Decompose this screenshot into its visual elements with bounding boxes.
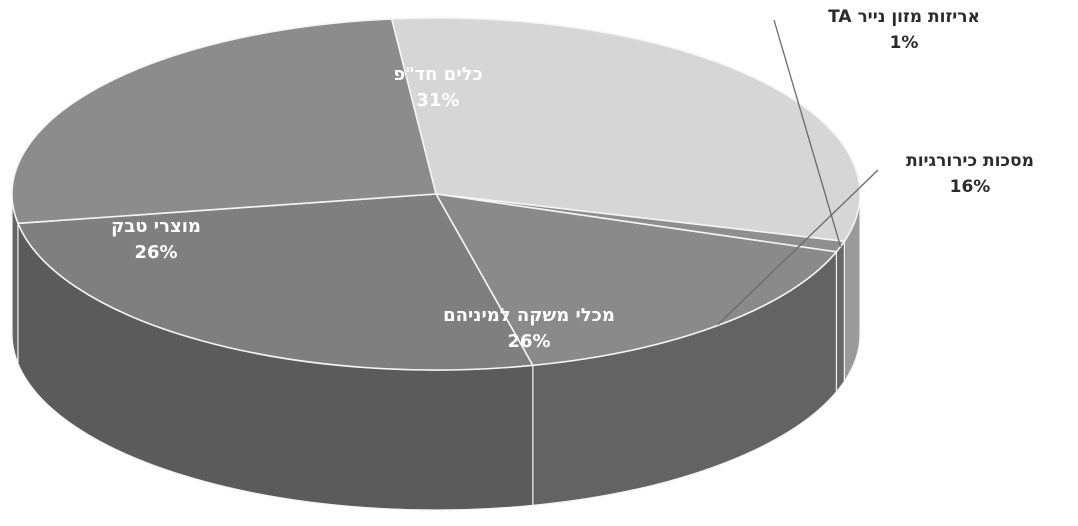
pie-sides (11, 193, 861, 511)
slice-label-אריזות-מזון-נייר-ta: אריזות מזון נייר TA (828, 7, 980, 27)
slice-percent-0: 31% (416, 90, 459, 111)
pie-slice-0 (390, 17, 861, 243)
pie-side-1 (835, 239, 845, 394)
slice-label-כלים-חד-פ: כלים חד"פ (393, 64, 482, 85)
slice-percent-4: 26% (134, 242, 177, 263)
leader-lines (717, 19, 879, 326)
slice-label-מכלי-משקה-למיניהם: מכלי משקה למיניהם (443, 305, 615, 326)
slice-percent-1: 1% (890, 33, 919, 53)
pie-slices (11, 17, 861, 371)
slice-percent-3: 26% (507, 331, 550, 352)
pie-slice-4 (11, 18, 438, 225)
pie-slice-3 (16, 193, 535, 371)
slice-label-מסכות-כירורגיות: מסכות כירורגיות (906, 151, 1034, 171)
slice-percent-2: 16% (950, 177, 991, 197)
leader-line-1 (773, 19, 842, 247)
leader-line-2 (717, 169, 879, 326)
slice-label-מוצרי-טבק: מוצרי טבק (111, 216, 201, 237)
slice-labels: כלים חד"פ 31% אריזות מזון נייר TA 1% מסכות כ… (111, 7, 1034, 352)
pie-slice-2 (434, 192, 838, 367)
